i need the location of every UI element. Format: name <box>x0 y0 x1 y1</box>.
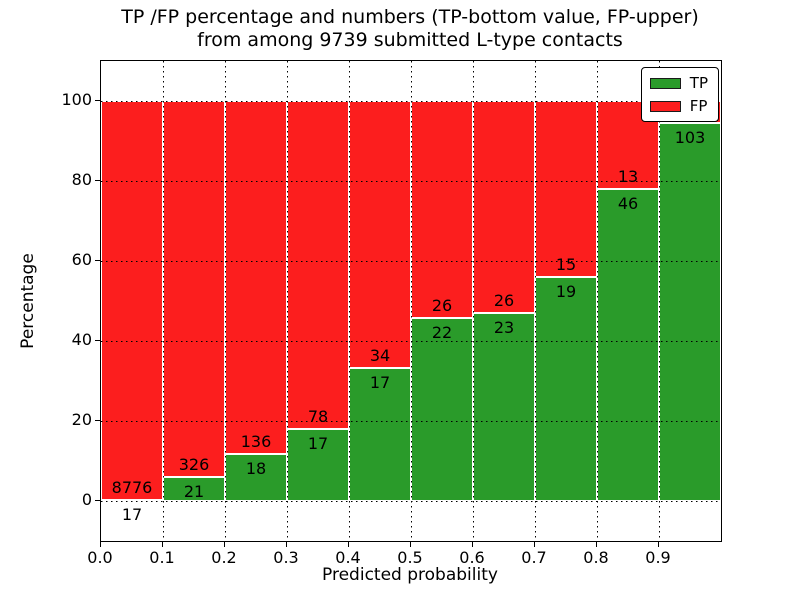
bar-label-fp: 34 <box>369 345 391 365</box>
bar-label-tp: 19 <box>555 282 577 302</box>
y-tick-label: 60 <box>71 250 92 269</box>
legend-label: FP <box>689 97 708 115</box>
bar-label-fp: 78 <box>307 407 329 427</box>
gridline-horizontal <box>101 421 721 422</box>
bar-label-fp: 26 <box>493 291 515 311</box>
x-tick-label: 0.6 <box>459 548 485 567</box>
gridline-horizontal <box>101 261 721 262</box>
y-tick-label: 40 <box>71 330 92 349</box>
legend-label: TP <box>689 74 708 92</box>
gridline-vertical <box>659 61 660 541</box>
x-tick-label: 0.2 <box>211 548 237 567</box>
bar-segment-fp <box>535 101 597 278</box>
x-tick-label: 0.0 <box>87 548 113 567</box>
y-axis-label: Percentage <box>18 253 38 349</box>
x-tick-label: 0.9 <box>645 548 671 567</box>
gridline-horizontal <box>101 341 721 342</box>
x-tick-mark <box>99 541 101 547</box>
bar-label-fp: 15 <box>555 255 577 275</box>
bar-segment-fp <box>163 101 225 477</box>
x-tick-mark <box>471 541 473 547</box>
x-tick-mark <box>285 541 287 547</box>
bar-segment-fp <box>225 101 287 455</box>
x-tick-mark <box>347 541 349 547</box>
y-tick-mark <box>95 179 100 181</box>
y-tick-label: 0 <box>81 490 92 509</box>
y-tick-mark <box>95 259 100 261</box>
legend-entry-tp: TP <box>649 74 708 92</box>
gridline-vertical <box>225 61 226 541</box>
bar-segment-tp <box>659 123 721 501</box>
x-tick-label: 0.4 <box>335 548 361 567</box>
bar-segment-fp <box>101 101 163 501</box>
bar-segment-tp <box>225 454 287 501</box>
x-axis-label: Predicted probability <box>322 565 498 585</box>
x-tick-mark <box>409 541 411 547</box>
x-tick-label: 0.5 <box>397 548 423 567</box>
gridline-vertical <box>535 61 536 541</box>
x-tick-label: 0.7 <box>521 548 547 567</box>
y-tick-mark <box>95 339 100 341</box>
gridline-vertical <box>163 61 164 541</box>
legend-patch-fp <box>649 100 681 112</box>
bar-label-tp: 103 <box>674 128 706 147</box>
gridline-vertical <box>473 61 474 541</box>
gridline-horizontal <box>101 501 721 502</box>
legend-patch-tp <box>649 77 681 89</box>
x-tick-mark <box>595 541 597 547</box>
x-tick-mark <box>161 541 163 547</box>
chart-title: TP /FP percentage and numbers (TP-bottom… <box>100 6 720 52</box>
bar-label-tp: 18 <box>245 459 267 479</box>
bar-segment-tp <box>597 189 659 501</box>
x-tick-mark <box>657 541 659 547</box>
bar-segment-tp <box>473 313 535 501</box>
bar-segment-fp <box>473 101 535 314</box>
bar-label-fp: 26 <box>431 295 453 315</box>
bar-segment-fp <box>349 101 411 368</box>
gridline-horizontal <box>101 181 721 182</box>
chart-title-line1: TP /FP percentage and numbers (TP-bottom… <box>121 6 699 28</box>
bar-segment-fp <box>411 101 473 318</box>
y-tick-mark <box>95 499 100 501</box>
bar-segment-fp <box>287 101 349 430</box>
x-tick-mark <box>533 541 535 547</box>
bar-label-tp: 22 <box>431 322 453 342</box>
y-tick-mark <box>95 419 100 421</box>
legend-entry-fp: FP <box>649 97 708 115</box>
chart-title-line2: from among 9739 submitted L-type contact… <box>197 29 623 51</box>
x-tick-label: 0.8 <box>583 548 609 567</box>
bar-label-tp: 23 <box>493 318 515 338</box>
gridline-horizontal <box>101 101 721 102</box>
bar-label-fp: 326 <box>178 454 210 474</box>
gridline-vertical <box>597 61 598 541</box>
gridline-vertical <box>411 61 412 541</box>
y-tick-label: 20 <box>71 410 92 429</box>
x-tick-label: 0.3 <box>273 548 299 567</box>
gridline-vertical <box>287 61 288 541</box>
plot-area: TP FP 8776 17 326 21 136 18 78 17 34 17 26 22 26 23 15 1… <box>100 60 722 542</box>
x-tick-mark <box>223 541 225 547</box>
bar-label-fp: 13 <box>617 167 639 187</box>
bar-label-tp: 46 <box>617 194 639 214</box>
y-tick-label: 100 <box>61 90 92 109</box>
x-tick-label: 0.1 <box>149 548 175 567</box>
bar-segment-tp <box>535 277 597 501</box>
bar-label-fp: 136 <box>240 432 272 452</box>
gridline-vertical <box>349 61 350 541</box>
bar-label-fp: 8776 <box>111 478 153 498</box>
y-tick-mark <box>95 99 100 101</box>
bar-label-tp: 21 <box>183 481 205 501</box>
bar-segment-tp <box>411 317 473 501</box>
bar-segment-tp <box>287 429 349 501</box>
bar-label-tp: 17 <box>121 505 143 525</box>
bar-label-tp: 17 <box>369 372 391 392</box>
y-tick-label: 80 <box>71 170 92 189</box>
bar-label-tp: 17 <box>307 434 329 454</box>
legend: TP FP <box>640 67 719 122</box>
